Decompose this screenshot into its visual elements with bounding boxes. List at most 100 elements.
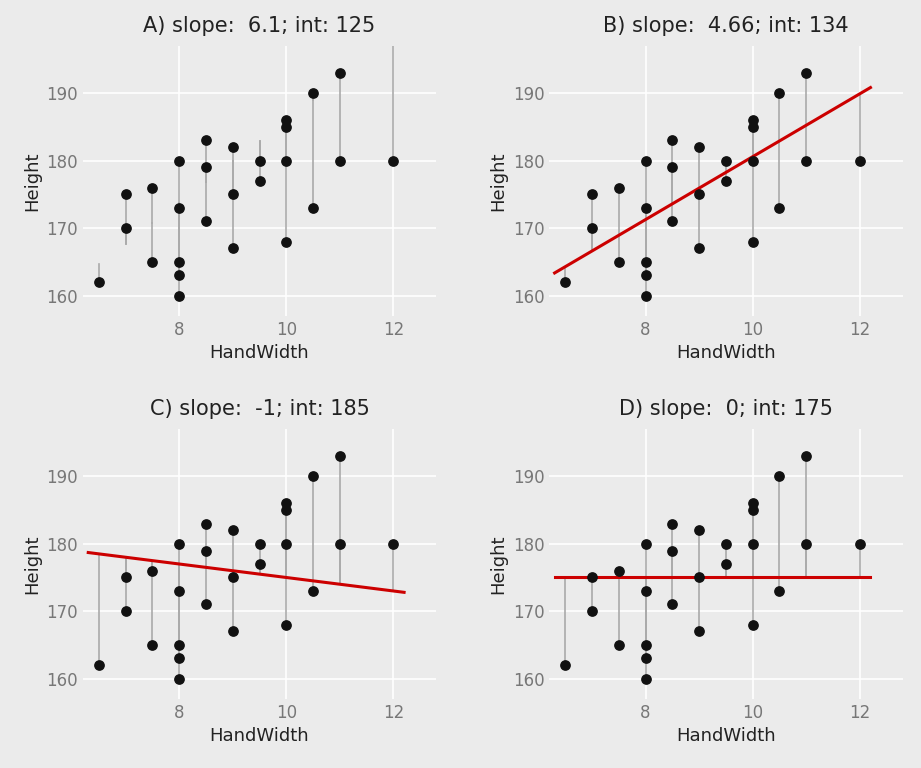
- Point: [799, 450, 813, 462]
- Point: [558, 659, 573, 671]
- Point: [558, 276, 573, 288]
- Point: [638, 538, 653, 550]
- Point: [386, 538, 401, 550]
- Point: [118, 222, 133, 234]
- Point: [799, 538, 813, 550]
- Point: [226, 188, 240, 200]
- X-axis label: HandWidth: HandWidth: [676, 727, 775, 745]
- Point: [252, 538, 267, 550]
- Point: [252, 558, 267, 570]
- Point: [332, 67, 347, 79]
- Point: [638, 270, 653, 282]
- Title: B) slope:  4.66; int: 134: B) slope: 4.66; int: 134: [603, 16, 849, 36]
- Point: [199, 545, 214, 557]
- Point: [692, 571, 706, 584]
- Point: [638, 639, 653, 651]
- Title: C) slope:  -1; int: 185: C) slope: -1; int: 185: [149, 399, 369, 419]
- Point: [853, 538, 868, 550]
- Point: [692, 242, 706, 254]
- Y-axis label: Height: Height: [23, 151, 41, 210]
- Point: [692, 188, 706, 200]
- Point: [279, 504, 294, 516]
- Point: [172, 256, 187, 268]
- Point: [172, 290, 187, 302]
- Point: [745, 236, 760, 248]
- Point: [199, 161, 214, 174]
- X-axis label: HandWidth: HandWidth: [210, 727, 309, 745]
- Point: [386, 154, 401, 167]
- Point: [226, 571, 240, 584]
- Point: [172, 673, 187, 685]
- Point: [745, 504, 760, 516]
- Point: [306, 585, 321, 598]
- Point: [332, 538, 347, 550]
- Point: [745, 154, 760, 167]
- Point: [332, 450, 347, 462]
- Point: [745, 114, 760, 127]
- Point: [279, 236, 294, 248]
- Point: [118, 571, 133, 584]
- Point: [745, 497, 760, 509]
- Point: [799, 67, 813, 79]
- Point: [279, 154, 294, 167]
- Point: [146, 564, 160, 577]
- Point: [799, 154, 813, 167]
- Point: [306, 470, 321, 482]
- Point: [226, 524, 240, 536]
- Title: A) slope:  6.1; int: 125: A) slope: 6.1; int: 125: [144, 16, 376, 36]
- Point: [692, 625, 706, 637]
- Point: [718, 154, 733, 167]
- Point: [279, 538, 294, 550]
- Point: [745, 121, 760, 133]
- Point: [665, 161, 680, 174]
- X-axis label: HandWidth: HandWidth: [210, 344, 309, 362]
- Point: [612, 256, 626, 268]
- Point: [638, 585, 653, 598]
- Point: [252, 175, 267, 187]
- Point: [199, 134, 214, 147]
- Point: [665, 545, 680, 557]
- Point: [252, 154, 267, 167]
- Point: [665, 134, 680, 147]
- Point: [146, 181, 160, 194]
- Point: [118, 188, 133, 200]
- Point: [199, 215, 214, 227]
- Point: [692, 524, 706, 536]
- Point: [279, 497, 294, 509]
- Point: [772, 87, 787, 99]
- Point: [585, 188, 600, 200]
- Point: [585, 571, 600, 584]
- Point: [279, 618, 294, 631]
- Point: [718, 558, 733, 570]
- Point: [172, 270, 187, 282]
- Point: [332, 154, 347, 167]
- Point: [172, 154, 187, 167]
- Point: [585, 605, 600, 617]
- Point: [638, 290, 653, 302]
- Point: [745, 618, 760, 631]
- Point: [172, 538, 187, 550]
- Y-axis label: Height: Height: [489, 535, 507, 594]
- Point: [665, 215, 680, 227]
- Point: [638, 652, 653, 664]
- Point: [692, 141, 706, 154]
- Point: [172, 652, 187, 664]
- Point: [638, 154, 653, 167]
- Point: [279, 114, 294, 127]
- Point: [772, 202, 787, 214]
- Point: [91, 659, 106, 671]
- Point: [226, 625, 240, 637]
- Point: [91, 276, 106, 288]
- Point: [718, 538, 733, 550]
- Point: [772, 585, 787, 598]
- Point: [612, 639, 626, 651]
- X-axis label: HandWidth: HandWidth: [676, 344, 775, 362]
- Title: D) slope:  0; int: 175: D) slope: 0; int: 175: [619, 399, 833, 419]
- Point: [172, 585, 187, 598]
- Point: [612, 564, 626, 577]
- Point: [199, 598, 214, 611]
- Point: [718, 175, 733, 187]
- Point: [638, 673, 653, 685]
- Point: [172, 202, 187, 214]
- Point: [118, 605, 133, 617]
